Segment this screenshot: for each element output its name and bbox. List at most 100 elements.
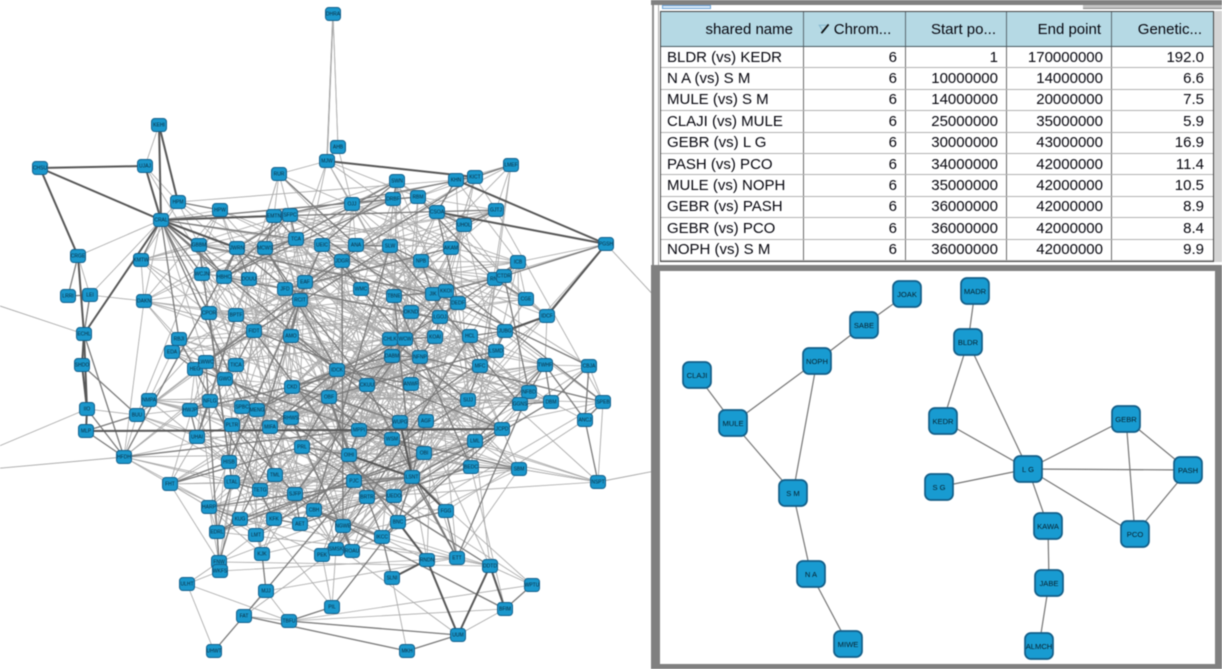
svg-text:HEG: HEG [190, 367, 201, 373]
svg-text:IDCF: IDCF [541, 314, 553, 320]
svg-text:PCO: PCO [1127, 530, 1144, 539]
svg-text:OBF: OBF [324, 395, 334, 401]
svg-text:SBM: SBM [514, 467, 525, 473]
svg-text:MCWS: MCWS [257, 246, 273, 252]
svg-text:SMSK: SMSK [329, 547, 344, 553]
svg-text:LML: LML [470, 439, 480, 445]
svg-text:MIWE: MIWE [838, 640, 859, 649]
svg-text:UHWT: UHWT [207, 649, 222, 655]
svg-text:CBJA: CBJA [583, 364, 596, 370]
svg-text:BUU: BUU [132, 413, 143, 419]
svg-text:PRL: PRL [297, 445, 307, 451]
svg-text:CSOA: CSOA [430, 210, 445, 216]
svg-text:LWWC: LWWC [198, 360, 214, 366]
svg-text:MIFA: MIFA [264, 425, 276, 431]
svg-text:EAF: EAF [300, 280, 310, 286]
svg-text:MJW: MJW [321, 159, 333, 165]
svg-text:DRBF: DRBF [386, 197, 400, 203]
svg-text:DBM: DBM [545, 400, 556, 406]
svg-text:TCA: TCA [291, 237, 302, 243]
svg-text:RUR: RUR [274, 172, 285, 178]
svg-text:WSM: WSM [386, 437, 398, 443]
svg-text:TWHF: TWHF [538, 363, 552, 369]
svg-text:KEHI: KEHI [153, 123, 165, 129]
svg-text:RBM: RBM [412, 195, 423, 201]
svg-text:MLP: MLP [81, 429, 92, 435]
svg-text:UHOL: UHOL [457, 223, 471, 229]
svg-text:DABM: DABM [385, 354, 399, 360]
svg-text:NGWE: NGWE [335, 524, 351, 530]
svg-text:BEDC: BEDC [464, 465, 478, 471]
svg-text:WKFS: WKFS [213, 569, 228, 575]
svg-text:SIJJ: SIJJ [463, 398, 473, 404]
svg-text:FIDT: FIDT [248, 329, 259, 335]
svg-text:KHN: KHN [451, 178, 462, 184]
svg-text:DHRA: DHRA [326, 12, 341, 18]
svg-text:UJAJ: UJAJ [139, 164, 151, 170]
svg-text:RHWS: RHWS [283, 416, 299, 422]
svg-text:SPBC: SPBC [235, 405, 249, 411]
svg-text:ECHL: ECHL [77, 332, 91, 338]
svg-text:DEDF: DEDF [451, 301, 465, 307]
svg-text:LTAL: LTAL [226, 480, 237, 486]
svg-text:KJK: KJK [257, 552, 267, 558]
svg-text:L G: L G [1022, 465, 1034, 474]
svg-text:NFLG: NFLG [203, 399, 216, 405]
svg-text:KICT: KICT [469, 175, 480, 181]
svg-text:LRRI: LRRI [62, 294, 73, 300]
svg-text:WPTU: WPTU [525, 583, 540, 589]
svg-text:AKAM: AKAM [444, 246, 458, 252]
svg-text:FNW: FNW [213, 560, 225, 566]
svg-text:BRTR: BRTR [360, 495, 374, 501]
svg-text:ETT: ETT [452, 556, 461, 562]
svg-text:JCPD: JCPD [495, 427, 508, 433]
svg-text:ANCJ: ANCJ [578, 418, 592, 424]
svg-text:UEDO: UEDO [387, 494, 402, 500]
svg-text:KEDR: KEDR [932, 417, 954, 426]
svg-text:HWJP: HWJP [183, 408, 198, 414]
svg-text:SJFP: SJFP [289, 492, 302, 498]
svg-text:BLDR: BLDR [958, 338, 979, 347]
svg-text:WUPG: WUPG [392, 420, 408, 426]
svg-text:KUG: KUG [235, 517, 246, 523]
svg-text:NOPH: NOPH [806, 357, 828, 366]
svg-text:PEK: PEK [317, 553, 328, 559]
svg-text:CLAJI: CLAJI [687, 371, 708, 380]
svg-text:LEI: LEI [86, 293, 94, 299]
svg-text:N A: N A [805, 570, 818, 579]
svg-text:SPEB: SPEB [596, 400, 610, 406]
svg-text:MULE: MULE [722, 419, 743, 428]
svg-text:IDCK: IDCK [331, 368, 344, 374]
svg-text:JUBG: JUBG [498, 329, 511, 335]
svg-text:MJJ: MJJ [261, 589, 271, 595]
svg-text:OIHI: OIHI [344, 453, 354, 459]
svg-text:AHB: AHB [333, 145, 344, 151]
svg-text:BNC: BNC [393, 520, 404, 526]
svg-text:HISB: HISB [223, 460, 235, 466]
svg-text:LSMD: LSMD [489, 349, 503, 355]
svg-text:UEIC: UEIC [316, 243, 328, 249]
svg-text:AET: AET [295, 522, 305, 528]
svg-text:RBJI: RBJI [174, 337, 185, 343]
svg-text:JWRN: JWRN [230, 246, 245, 252]
svg-text:MPPI: MPPI [353, 428, 365, 434]
svg-text:KAWA: KAWA [1037, 522, 1060, 531]
svg-text:WCJN: WCJN [195, 272, 210, 278]
svg-text:CRGE: CRGE [71, 254, 86, 260]
svg-text:CPOR: CPOR [202, 311, 217, 317]
svg-text:WMC: WMC [355, 287, 368, 293]
svg-text:PLTR: PLTR [226, 423, 239, 429]
svg-text:IIO: IIO [84, 407, 91, 413]
svg-text:SFPC: SFPC [283, 213, 297, 219]
svg-text:TBNE: TBNE [387, 294, 401, 300]
svg-text:KMTW: KMTW [133, 258, 149, 264]
svg-text:CKD: CKD [287, 385, 298, 391]
svg-text:MADR: MADR [964, 287, 987, 296]
svg-text:LMEF: LMEF [504, 163, 517, 169]
svg-text:CHLK: CHLK [383, 337, 397, 343]
svg-text:TETG: TETG [253, 488, 266, 494]
svg-text:SHDO: SHDO [75, 363, 90, 369]
svg-text:DDTD: DDTD [483, 564, 497, 570]
svg-text:UHAI: UHAI [191, 435, 203, 441]
svg-text:RNDN: RNDN [420, 558, 435, 564]
